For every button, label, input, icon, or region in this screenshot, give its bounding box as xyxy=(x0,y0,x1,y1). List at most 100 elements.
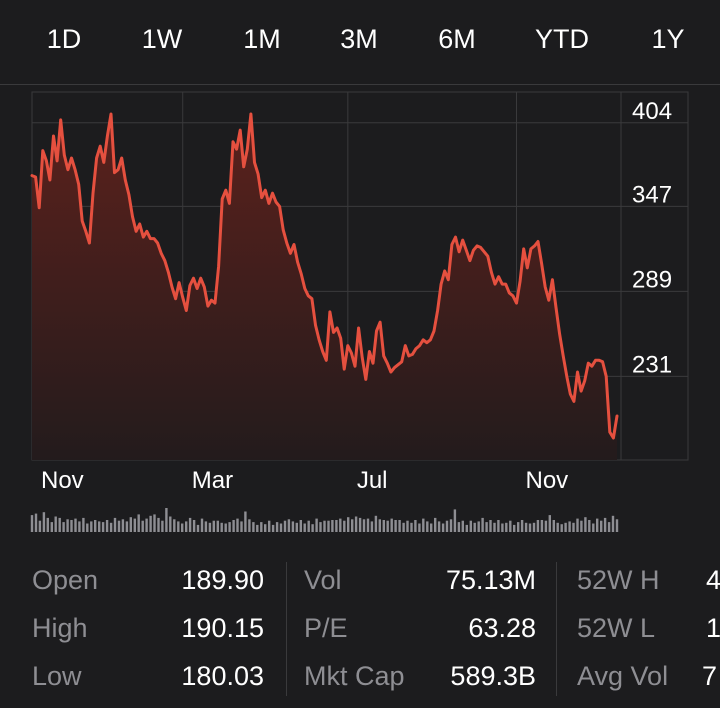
volume-bar xyxy=(196,524,200,532)
volume-bar xyxy=(232,520,235,532)
volume-bar xyxy=(485,522,488,532)
volume-bar xyxy=(42,512,46,532)
volume-bar xyxy=(351,519,354,532)
volume-bar xyxy=(66,519,69,532)
volume-bar xyxy=(185,521,188,532)
volume-bar xyxy=(117,520,121,532)
volume-bar xyxy=(153,514,156,532)
volume-bar xyxy=(62,522,65,532)
volume-bar xyxy=(271,524,275,532)
volume-bar xyxy=(390,518,393,532)
volume-bar xyxy=(418,523,421,532)
stat-avgvol-value: 7 xyxy=(702,661,718,691)
tab-1w[interactable]: 1W xyxy=(141,24,183,54)
volume-bar xyxy=(461,520,464,532)
volume-bar xyxy=(323,520,326,532)
volume-bar xyxy=(268,520,271,532)
volume-bar xyxy=(386,520,389,532)
volume-bar xyxy=(224,523,227,532)
stat-low-value: 180.03 xyxy=(181,661,264,691)
volume-bar xyxy=(275,522,279,532)
tab-1y[interactable]: 1Y xyxy=(651,24,685,54)
volume-bar xyxy=(532,522,536,532)
stats-divider-2 xyxy=(556,562,557,696)
volume-bar xyxy=(560,524,563,532)
volume-bar xyxy=(279,523,283,532)
volume-bar xyxy=(354,516,358,532)
volume-bar xyxy=(169,516,172,532)
volume-bar xyxy=(406,520,409,532)
volume-bar xyxy=(335,520,338,532)
volume-bar xyxy=(121,519,125,532)
tab-ytd[interactable]: YTD xyxy=(535,24,589,54)
volume-bar xyxy=(311,524,314,532)
volume-bar xyxy=(327,520,330,532)
volume-bar xyxy=(611,515,615,532)
stat-vol-value: 75.13M xyxy=(445,565,536,595)
stat-open-label: Open xyxy=(32,565,99,595)
volume-bar xyxy=(366,518,370,532)
volume-bar xyxy=(208,522,212,532)
volume-bar xyxy=(592,523,595,532)
volume-bar xyxy=(343,520,346,532)
tab-3m[interactable]: 3M xyxy=(340,24,378,54)
tab-1m[interactable]: 1M xyxy=(243,24,281,54)
tab-6m[interactable]: 6M xyxy=(438,24,476,54)
volume-bar xyxy=(315,518,318,532)
volume-bar xyxy=(544,520,548,532)
volume-bar xyxy=(331,520,334,532)
volume-bar xyxy=(46,517,49,532)
volume-bar xyxy=(453,509,457,532)
stat-pe-label: P/E xyxy=(304,613,348,643)
volume-bar xyxy=(216,520,219,532)
volume-bar xyxy=(78,521,81,532)
volume-bar xyxy=(374,515,378,532)
stat-low-label: Low xyxy=(32,661,82,691)
volume-bar xyxy=(291,521,295,532)
volume-bar xyxy=(137,514,140,532)
stat-open-value: 189.90 xyxy=(181,565,264,595)
volume-bar xyxy=(248,519,251,532)
stat-pe-value: 63.28 xyxy=(468,613,536,643)
volume-bar xyxy=(493,522,496,532)
volume-bar xyxy=(236,518,239,532)
y-axis: 404 347 289 231 xyxy=(632,98,672,379)
volume-bar xyxy=(145,518,148,532)
volume-bar xyxy=(596,518,599,532)
volume-bar xyxy=(580,520,583,532)
volume-bar xyxy=(465,524,468,532)
volume-bar xyxy=(212,520,215,532)
volume-bar xyxy=(319,522,322,532)
volume-bar xyxy=(552,520,555,532)
price-line xyxy=(30,112,619,440)
y-tick-label: 289 xyxy=(632,266,672,293)
volume-bar xyxy=(74,518,77,532)
stat-high-label: High xyxy=(32,613,88,643)
volume-bar xyxy=(70,520,73,532)
volume-bar xyxy=(509,520,512,532)
stat-52wl-label: 52W L xyxy=(577,613,656,643)
volume-bar xyxy=(299,520,302,532)
volume-bar xyxy=(414,520,417,532)
stat-high-value: 190.15 xyxy=(181,613,264,643)
volume-bar xyxy=(98,521,101,532)
volume-bar xyxy=(260,522,263,532)
volume-bar xyxy=(576,518,579,532)
volume-bar xyxy=(240,521,243,532)
stat-52wh-value: 4 xyxy=(706,565,720,595)
volume-bar xyxy=(82,517,85,532)
volume-bars xyxy=(30,508,619,532)
tab-1d[interactable]: 1D xyxy=(46,24,82,54)
volume-bar xyxy=(378,519,381,532)
price-chart[interactable]: 404 347 289 231 Nov Mar Jul Nov xyxy=(0,86,720,540)
volume-bar xyxy=(157,517,160,532)
volume-bar xyxy=(141,520,144,532)
volume-bar xyxy=(34,513,38,532)
volume-bar xyxy=(307,520,310,532)
volume-bar xyxy=(303,523,306,532)
volume-bar xyxy=(113,517,117,532)
volume-bar xyxy=(192,520,196,532)
volume-bar xyxy=(481,517,484,532)
volume-bar xyxy=(200,518,204,532)
volume-bar xyxy=(58,517,61,532)
